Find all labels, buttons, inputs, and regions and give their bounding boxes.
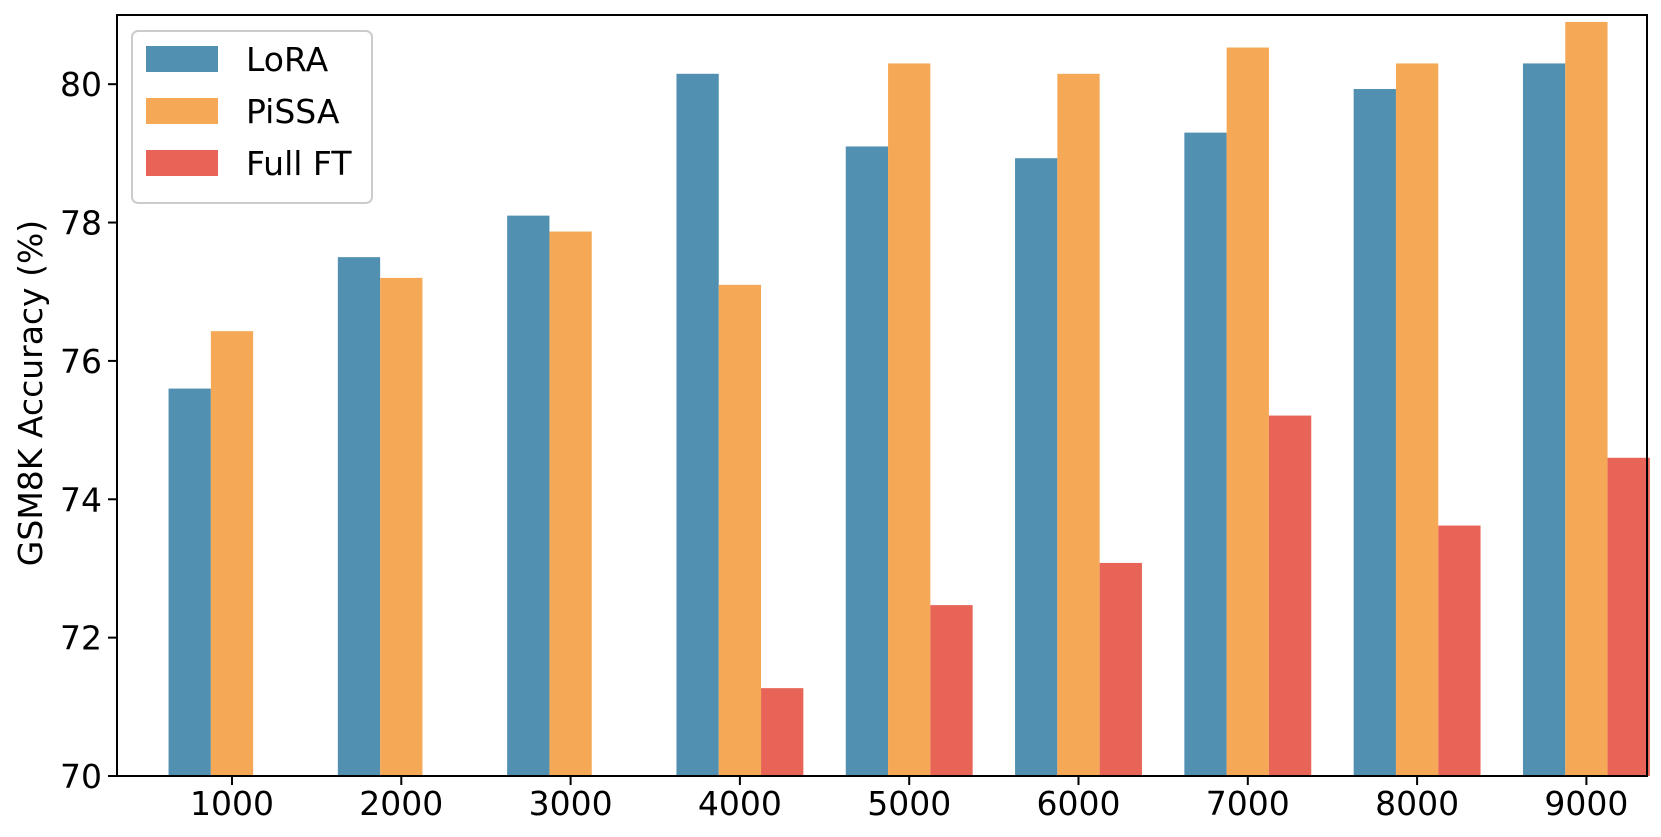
- bar-pissa-7000: [1226, 47, 1269, 776]
- bar-lora-4000: [676, 73, 719, 777]
- y-tick-label: 80: [60, 65, 102, 104]
- bar-lora-3000: [507, 215, 550, 776]
- bar-pissa-4000: [718, 284, 762, 776]
- x-tick-label: 5000: [867, 784, 951, 823]
- x-axis-ticks: 1000 2000 3000 4000 5000 6000 7000 8000 9000: [190, 776, 1628, 823]
- bar-pissa-2000: [380, 277, 423, 776]
- bar-pissa-3000: [549, 231, 592, 777]
- y-tick-label: 74: [60, 480, 102, 519]
- bar-lora-6000: [1015, 158, 1058, 776]
- bar-pissa-6000: [1057, 73, 1100, 777]
- bar-lora-9000: [1522, 63, 1566, 777]
- bar-pissa-9000: [1565, 21, 1608, 777]
- legend-swatch-lora: [146, 46, 218, 72]
- x-tick-label: 8000: [1375, 784, 1459, 823]
- legend-swatch-full-ft: [146, 150, 218, 176]
- bar-full-ft-9000: [1607, 457, 1650, 776]
- y-axis-ticks: 70 72 74 76 78 80: [60, 65, 117, 796]
- bar-full-ft-8000: [1438, 525, 1481, 776]
- x-tick-label: 2000: [359, 784, 443, 823]
- bar-pissa-1000: [210, 331, 254, 776]
- bar-pissa-8000: [1395, 63, 1439, 777]
- x-tick-label: 6000: [1037, 784, 1121, 823]
- bar-full-ft-7000: [1268, 415, 1312, 776]
- bar-pissa-5000: [888, 63, 931, 777]
- x-tick-label: 1000: [190, 784, 274, 823]
- bar-full-ft-5000: [930, 605, 973, 776]
- bar-lora-5000: [845, 146, 889, 776]
- y-tick-label: 70: [60, 757, 102, 796]
- plot-frame: [116, 14, 1648, 777]
- legend-swatch-pissa: [146, 98, 218, 124]
- bar-lora-7000: [1184, 132, 1227, 777]
- x-tick-label: 9000: [1544, 784, 1628, 823]
- y-axis-label: GSM8K Accuracy (%): [11, 220, 50, 566]
- x-tick-label: 7000: [1206, 784, 1290, 823]
- bar-full-ft-6000: [1099, 562, 1142, 776]
- bar-lora-8000: [1353, 89, 1396, 776]
- y-tick-label: 78: [60, 204, 102, 243]
- bar-lora-2000: [337, 257, 381, 776]
- bar-lora-1000: [168, 388, 211, 776]
- y-tick-label: 76: [60, 342, 102, 381]
- legend-label-pissa: PiSSA: [246, 92, 340, 131]
- bars-layer: [168, 21, 1650, 777]
- legend-label-full-ft: Full FT: [246, 144, 352, 183]
- y-tick-label: 72: [60, 619, 102, 658]
- x-tick-label: 3000: [529, 784, 613, 823]
- legend: LoRA PiSSA Full FT: [131, 30, 373, 204]
- legend-label-lora: LoRA: [246, 40, 329, 79]
- bar-full-ft-4000: [761, 688, 804, 776]
- x-tick-label: 4000: [698, 784, 782, 823]
